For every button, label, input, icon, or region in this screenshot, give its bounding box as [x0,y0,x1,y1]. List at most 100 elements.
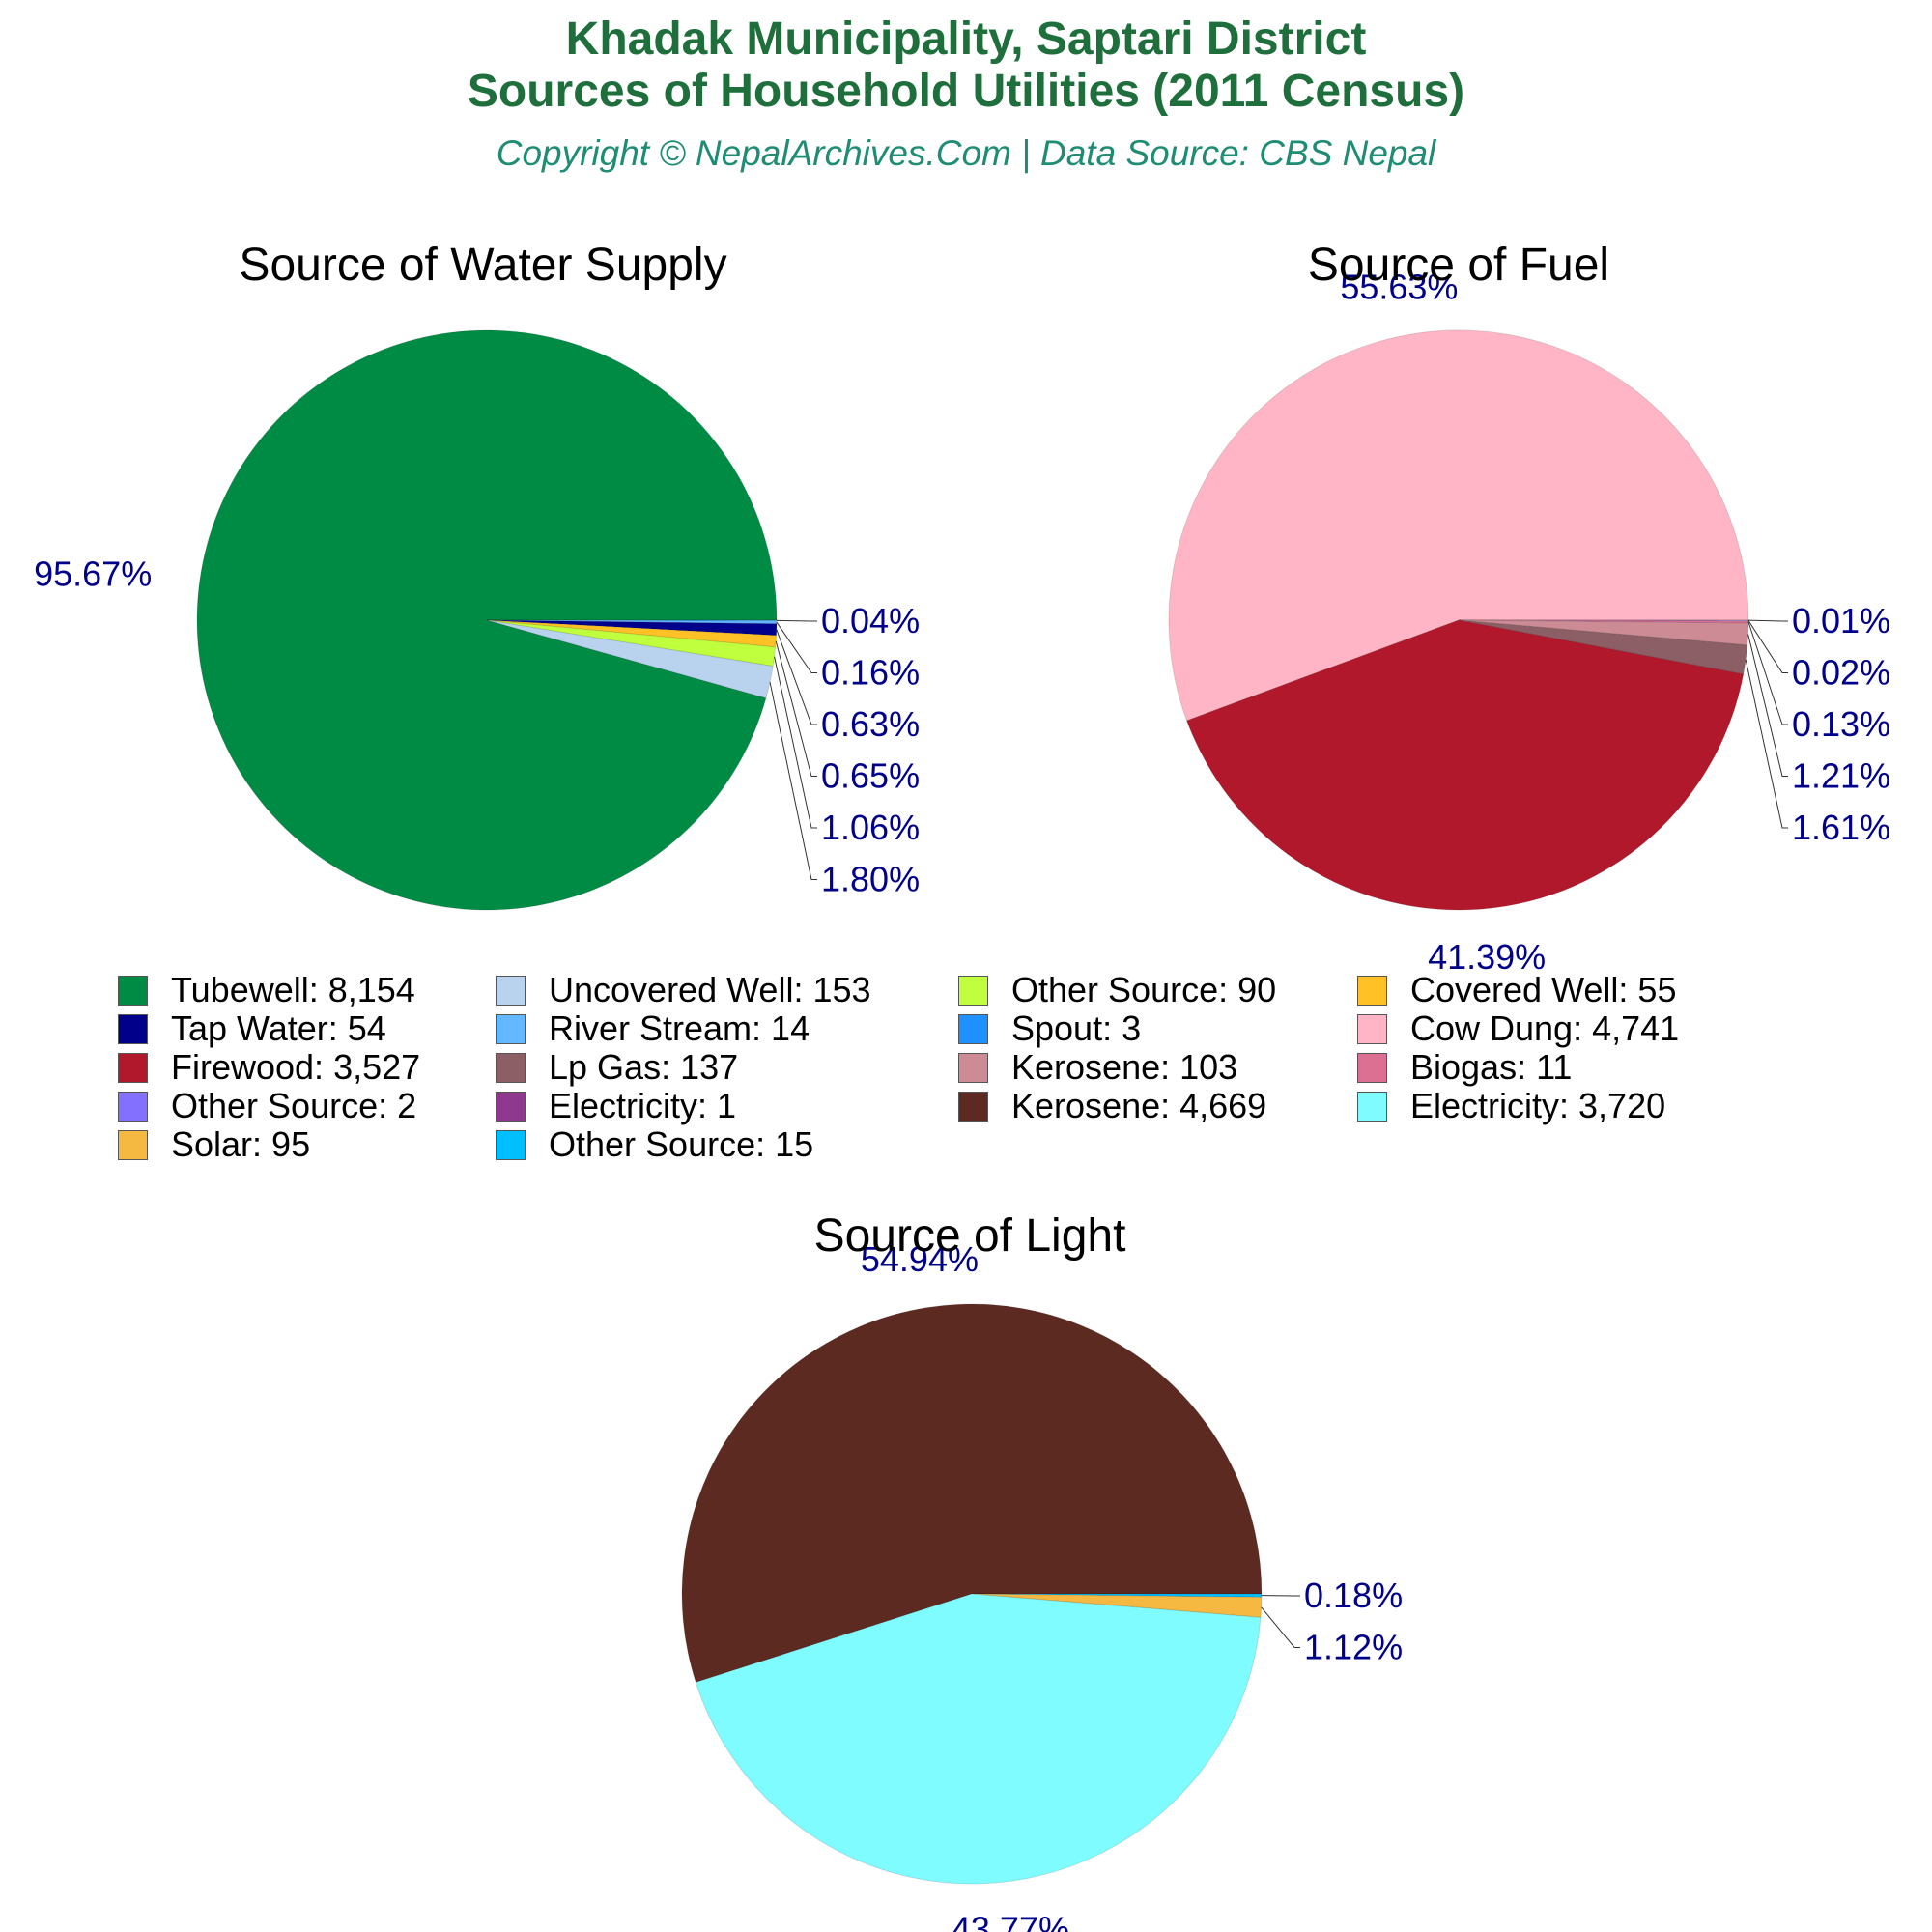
legend-label: Electricity: 3,720 [1410,1086,1666,1125]
title-line-2: Sources of Household Utilities (2011 Cen… [467,66,1465,117]
legend-item: Firewood: 3,527 [118,1047,421,1087]
legend-label: Kerosene: 4,669 [1011,1086,1267,1125]
legend-item: Cow Dung: 4,741 [1357,1009,1679,1048]
label-leader-line [1747,619,1788,622]
pie-slice-cow-dung [1168,329,1749,722]
legend-label: Cow Dung: 4,741 [1410,1009,1680,1048]
pie-chart-1: 0.04% 0.16% 0.63% 0.65% 1.06% 1.80% 95.67% Sour… [34,240,920,911]
pct-label: 1.21% [1792,756,1890,796]
pie-title: Source of Light [814,1210,1126,1262]
pct-label: 0.13% [1792,704,1890,744]
legend-swatch [1357,1091,1387,1122]
label-leader-line [774,656,817,829]
legend-item: Electricity: 3,720 [1357,1086,1666,1125]
legend-label: Other Source: 15 [549,1124,814,1164]
legend-item: Other Source: 2 [118,1086,417,1125]
label-leader-line [776,619,817,622]
pct-label: 54.94% [861,1239,979,1279]
legend-swatch [958,1013,988,1044]
pct-label: 1.61% [1792,808,1890,847]
pct-label: 0.65% [821,756,920,796]
legend-item: Solar: 95 [118,1124,311,1164]
legend-label: River Stream: 14 [549,1009,810,1048]
label-leader-line [776,621,817,673]
label-leader-line [1747,620,1788,673]
pie-slice-other-source [486,619,777,668]
label-leader-line [776,629,817,725]
pct-label: 95.67% [34,554,152,594]
label-leader-line [775,640,817,777]
legend-label: Firewood: 3,527 [171,1047,421,1087]
pct-label: 55.63% [1340,267,1458,306]
legend-label: Other Source: 90 [1011,970,1277,1009]
pie-slice-covered-well [486,619,778,648]
page-subtitle: Copyright © NepalArchives.Com | Data Sou… [496,133,1436,173]
legend-swatch [1357,1052,1387,1083]
legend-swatch [118,1091,148,1122]
legend-swatch [1357,975,1387,1006]
legend-label: Tap Water: 54 [171,1009,386,1048]
pct-label: 1.12% [1304,1628,1403,1667]
legend-swatch [118,1052,148,1083]
legend-swatch [496,1013,526,1044]
legend-swatch [118,1013,148,1044]
legend-item: Kerosene: 4,669 [958,1086,1267,1125]
legend-item: Biogas: 11 [1357,1047,1573,1087]
legend-swatch [958,975,988,1006]
pie-chart-3: 0.18% 1.12% 54.94% 43.77% Source of Light [681,1210,1403,1932]
legend-swatch [496,1129,526,1160]
legend-label: Other Source: 2 [171,1086,417,1125]
label-leader-line [769,682,817,880]
legend-item: Uncovered Well: 153 [496,970,871,1009]
legend-label: Spout: 3 [1011,1009,1142,1048]
legend-label: Solar: 95 [171,1124,311,1164]
legend-label: Covered Well: 55 [1410,970,1677,1009]
pct-label: 0.18% [1304,1576,1403,1615]
pct-label: 0.04% [821,601,920,640]
pct-label: 0.02% [1792,653,1890,693]
legend-swatch [1357,1013,1387,1044]
pct-label: 0.63% [821,704,920,744]
legend-swatch [496,975,526,1006]
legend-item: River Stream: 14 [496,1009,810,1048]
label-leader-line [1745,659,1788,829]
pie-slice-tubewell [196,329,778,911]
legend-item: Other Source: 90 [958,970,1277,1009]
legend-item: Electricity: 1 [496,1086,737,1125]
label-leader-line [1261,1606,1300,1648]
legend-swatch [496,1091,526,1122]
legend-label: Electricity: 1 [549,1086,737,1125]
label-leader-line [1747,621,1788,725]
legend-label: Biogas: 11 [1410,1047,1573,1087]
legend-swatch [118,1129,148,1160]
legend-label: Uncovered Well: 153 [549,970,871,1009]
legend-item: Tubewell: 8,154 [118,970,415,1009]
pie-slice-lp-gas [1458,619,1748,675]
pct-label: 1.06% [821,808,920,847]
pie-slice-tap-water [486,619,778,637]
page-title: Khadak Municipality, Saptari District So… [0,14,1932,118]
legend-item: Covered Well: 55 [1357,970,1677,1009]
legend-swatch [958,1091,988,1122]
legend-label: Tubewell: 8,154 [171,970,415,1009]
legend-swatch [958,1052,988,1083]
legend-item: Lp Gas: 137 [496,1047,739,1087]
pct-label: 0.16% [821,653,920,693]
legend-swatch [496,1052,526,1083]
pct-label: 1.80% [821,860,920,899]
pct-label: 43.77% [952,1910,1069,1932]
legend-label: Lp Gas: 137 [549,1047,739,1087]
legend-label: Kerosene: 103 [1011,1047,1238,1087]
pie-slice-electricity [695,1593,1262,1885]
legend-item: Tap Water: 54 [118,1009,386,1048]
pie-slice-firewood [1185,619,1745,911]
pie-title: Source of Fuel [1308,240,1609,291]
pie-title: Source of Water Supply [239,240,726,291]
legend-item: Kerosene: 103 [958,1047,1238,1087]
legend-item: Spout: 3 [958,1009,1141,1048]
pie-slice-kerosene [681,1303,1263,1684]
pct-label: 0.01% [1792,601,1890,640]
title-line-1: Khadak Municipality, Saptari District [565,14,1367,65]
pie-chart-2: 0.01% 0.02% 0.13% 1.21% 1.61% 55.63% 41.39% Sou… [1168,240,1890,977]
